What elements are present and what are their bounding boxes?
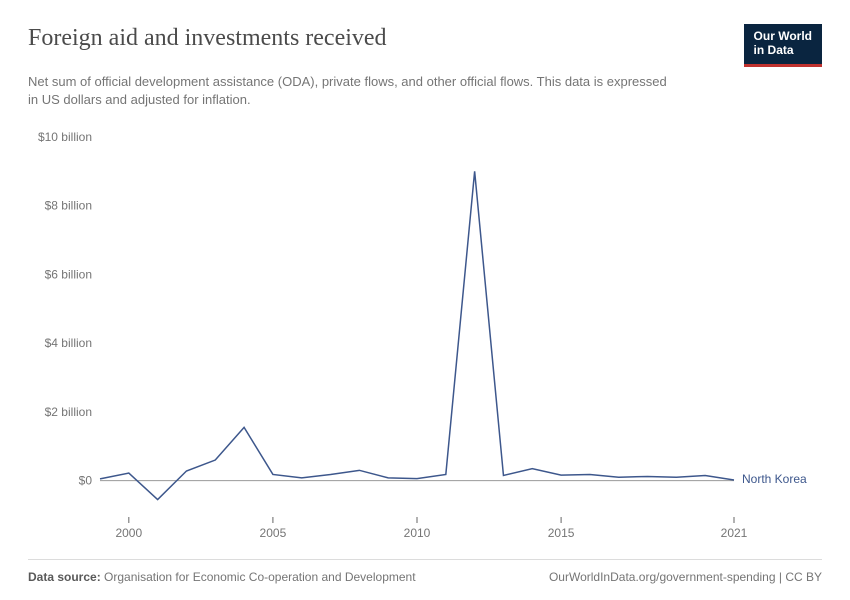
line-chart: $0 $2 billion $4 billion $6 billion $8 billi…	[28, 127, 822, 547]
y-tick-label: $8 billion	[45, 199, 92, 213]
page-subtitle: Net sum of official development assistan…	[28, 73, 668, 109]
logo-line-1: Our World	[754, 29, 812, 43]
y-tick-label: $0	[79, 474, 93, 488]
x-tick-label: 2021	[721, 526, 748, 540]
y-tick-label: $10 billion	[38, 130, 92, 144]
x-tick-label: 2015	[548, 526, 575, 540]
footer-attribution: OurWorldInData.org/government-spending |…	[549, 570, 822, 584]
y-tick-label: $6 billion	[45, 267, 92, 281]
x-tick-label: 2010	[404, 526, 431, 540]
x-tick-label: 2000	[115, 526, 142, 540]
chart-area: $0 $2 billion $4 billion $6 billion $8 billi…	[28, 127, 822, 553]
source-label: Data source:	[28, 570, 101, 584]
series-line	[100, 171, 734, 499]
y-tick-label: $2 billion	[45, 405, 92, 419]
footer: Data source: Organisation for Economic C…	[28, 559, 822, 584]
page-title: Foreign aid and investments received	[28, 24, 387, 53]
y-tick-label: $4 billion	[45, 336, 92, 350]
owid-logo: Our World in Data	[744, 24, 822, 67]
series-label: North Korea	[742, 472, 807, 486]
header: Foreign aid and investments received Our…	[28, 24, 822, 67]
source-text: Organisation for Economic Co-operation a…	[104, 570, 416, 584]
x-tick-label: 2005	[260, 526, 287, 540]
page-container: Foreign aid and investments received Our…	[0, 0, 850, 600]
logo-line-2: in Data	[754, 43, 794, 57]
footer-source: Data source: Organisation for Economic C…	[28, 570, 416, 584]
title-block: Foreign aid and investments received	[28, 24, 387, 53]
